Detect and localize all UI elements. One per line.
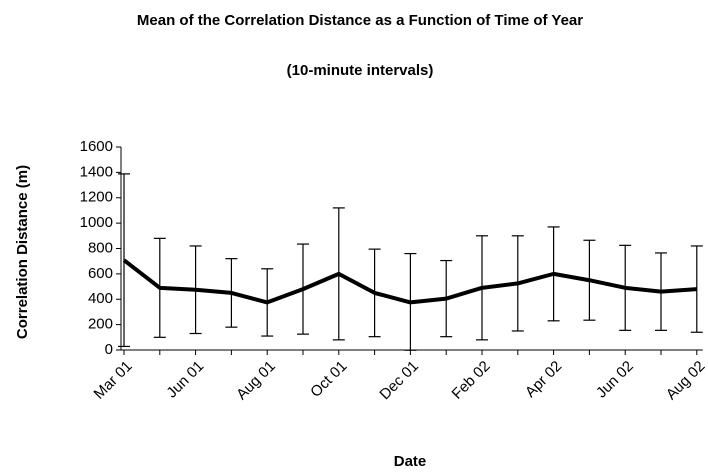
x-tick-label: Aug 01 bbox=[233, 358, 279, 404]
x-tick-label: Feb 02 bbox=[449, 358, 494, 403]
chart-subtitle: (10-minute intervals) bbox=[286, 62, 434, 79]
x-tick-label: Jun 02 bbox=[593, 358, 637, 402]
y-tick-label: 200 bbox=[88, 316, 113, 333]
y-tick-label: 0 bbox=[105, 341, 113, 358]
x-tick-label: Apr 02 bbox=[522, 358, 565, 401]
x-tick-label: Mar 01 bbox=[91, 358, 136, 403]
y-tick-label: 400 bbox=[88, 290, 113, 307]
y-tick-label: 1200 bbox=[80, 189, 113, 206]
y-tick-label: 600 bbox=[88, 265, 113, 282]
plot-area bbox=[118, 173, 703, 351]
y-tick-label: 800 bbox=[88, 239, 113, 256]
chart-title: Mean of the Correlation Distance as a Fu… bbox=[136, 12, 584, 29]
y-axis-title: Correlation Distance (m) bbox=[14, 165, 31, 339]
mean-line bbox=[122, 258, 697, 305]
y-tick-label: 1000 bbox=[80, 214, 113, 231]
y-tick-label: 1400 bbox=[80, 163, 113, 180]
x-tick-label: Jun 01 bbox=[163, 358, 207, 402]
x-axis-title: Date bbox=[394, 453, 427, 470]
x-tick-label: Oct 01 bbox=[307, 358, 350, 401]
error-bar bbox=[690, 245, 703, 333]
x-tick-label: Aug 02 bbox=[663, 358, 708, 404]
y-tick-label: 1600 bbox=[80, 138, 113, 155]
x-tick-label: Dec 01 bbox=[376, 358, 422, 404]
